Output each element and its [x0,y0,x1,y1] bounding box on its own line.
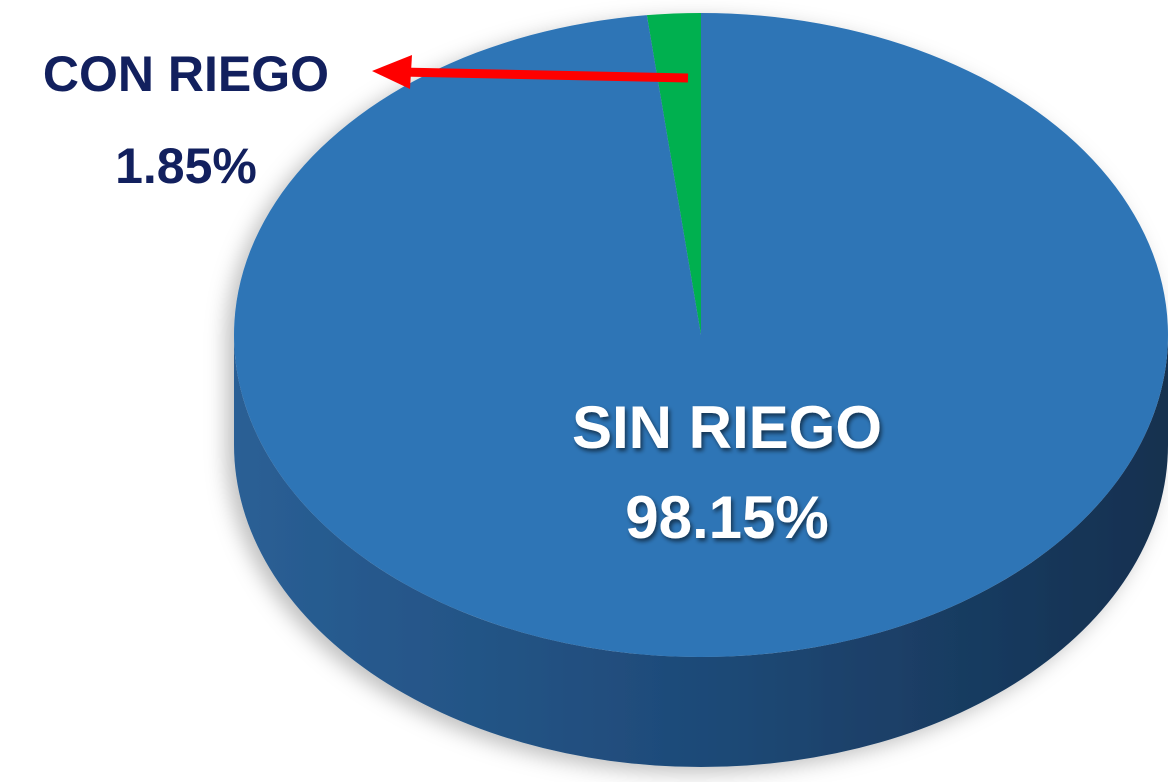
slice-value-label: 98.15% [625,484,829,551]
pie-slice [233,13,1168,657]
labels: CON RIEGO 1.85% SIN RIEGO 98.15% [43,46,882,551]
pie-slice [646,13,701,335]
slice-label: SIN RIEGO [572,394,882,461]
pie [233,13,1168,767]
slice-value-label: 1.85% [115,138,257,194]
arrow-head [372,55,412,89]
pie-side [234,335,1168,767]
callout-arrow [399,67,689,83]
slice-label: CON RIEGO [43,46,329,102]
